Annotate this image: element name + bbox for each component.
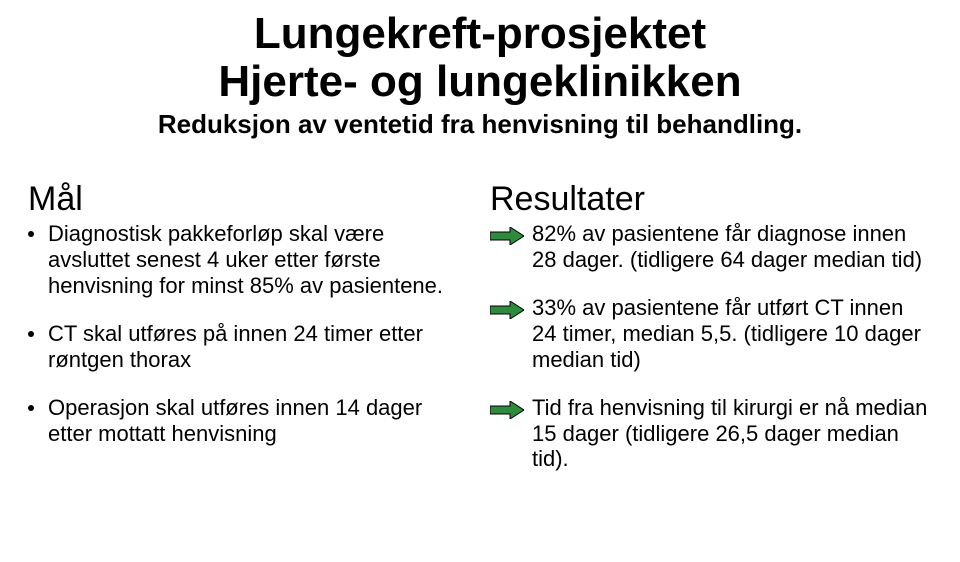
goals-heading: Mål xyxy=(28,180,460,219)
arrow-shape xyxy=(490,301,524,319)
goal-item: CT skal utføres på innen 24 timer etter … xyxy=(28,321,460,373)
columns: Mål Diagnostisk pakkeforløp skal være av… xyxy=(28,180,932,495)
arrow-shape xyxy=(490,401,524,419)
bullet-dot-icon xyxy=(28,231,34,237)
arrow-right-icon xyxy=(490,401,524,419)
result-text: 82% av pasientene får diagnose innen 28 … xyxy=(532,221,932,273)
goal-text: CT skal utføres på innen 24 timer etter … xyxy=(48,321,460,373)
result-text: 33% av pasientene får utført CT innen 24… xyxy=(532,295,932,373)
column-results: Resultater 82% av pasientene får diagnos… xyxy=(480,180,932,495)
arrow-shape xyxy=(490,227,524,245)
results-heading: Resultater xyxy=(490,180,932,219)
result-item: 82% av pasientene får diagnose innen 28 … xyxy=(490,221,932,273)
slide: Lungekreft-prosjektet Hjerte- og lungekl… xyxy=(0,0,960,562)
result-item: 33% av pasientene får utført CT innen 24… xyxy=(490,295,932,373)
arrow-right-icon xyxy=(490,301,524,319)
result-item: Tid fra henvisning til kirurgi er nå med… xyxy=(490,395,932,473)
bullet-dot-icon xyxy=(28,405,34,411)
bullet-dot-icon xyxy=(28,331,34,337)
goal-item: Operasjon skal utføres innen 14 dager et… xyxy=(28,395,460,447)
goal-item: Diagnostisk pakkeforløp skal være avslut… xyxy=(28,221,460,299)
goal-text: Diagnostisk pakkeforløp skal være avslut… xyxy=(48,221,460,299)
arrow-right-icon xyxy=(490,227,524,245)
subtitle: Reduksjon av ventetid fra henvisning til… xyxy=(28,109,932,140)
column-goals: Mål Diagnostisk pakkeforløp skal være av… xyxy=(28,180,480,495)
result-text: Tid fra henvisning til kirurgi er nå med… xyxy=(532,395,932,473)
title-line-1: Lungekreft-prosjektet xyxy=(28,10,932,58)
goal-text: Operasjon skal utføres innen 14 dager et… xyxy=(48,395,460,447)
title-line-2: Hjerte- og lungeklinikken xyxy=(28,58,932,106)
